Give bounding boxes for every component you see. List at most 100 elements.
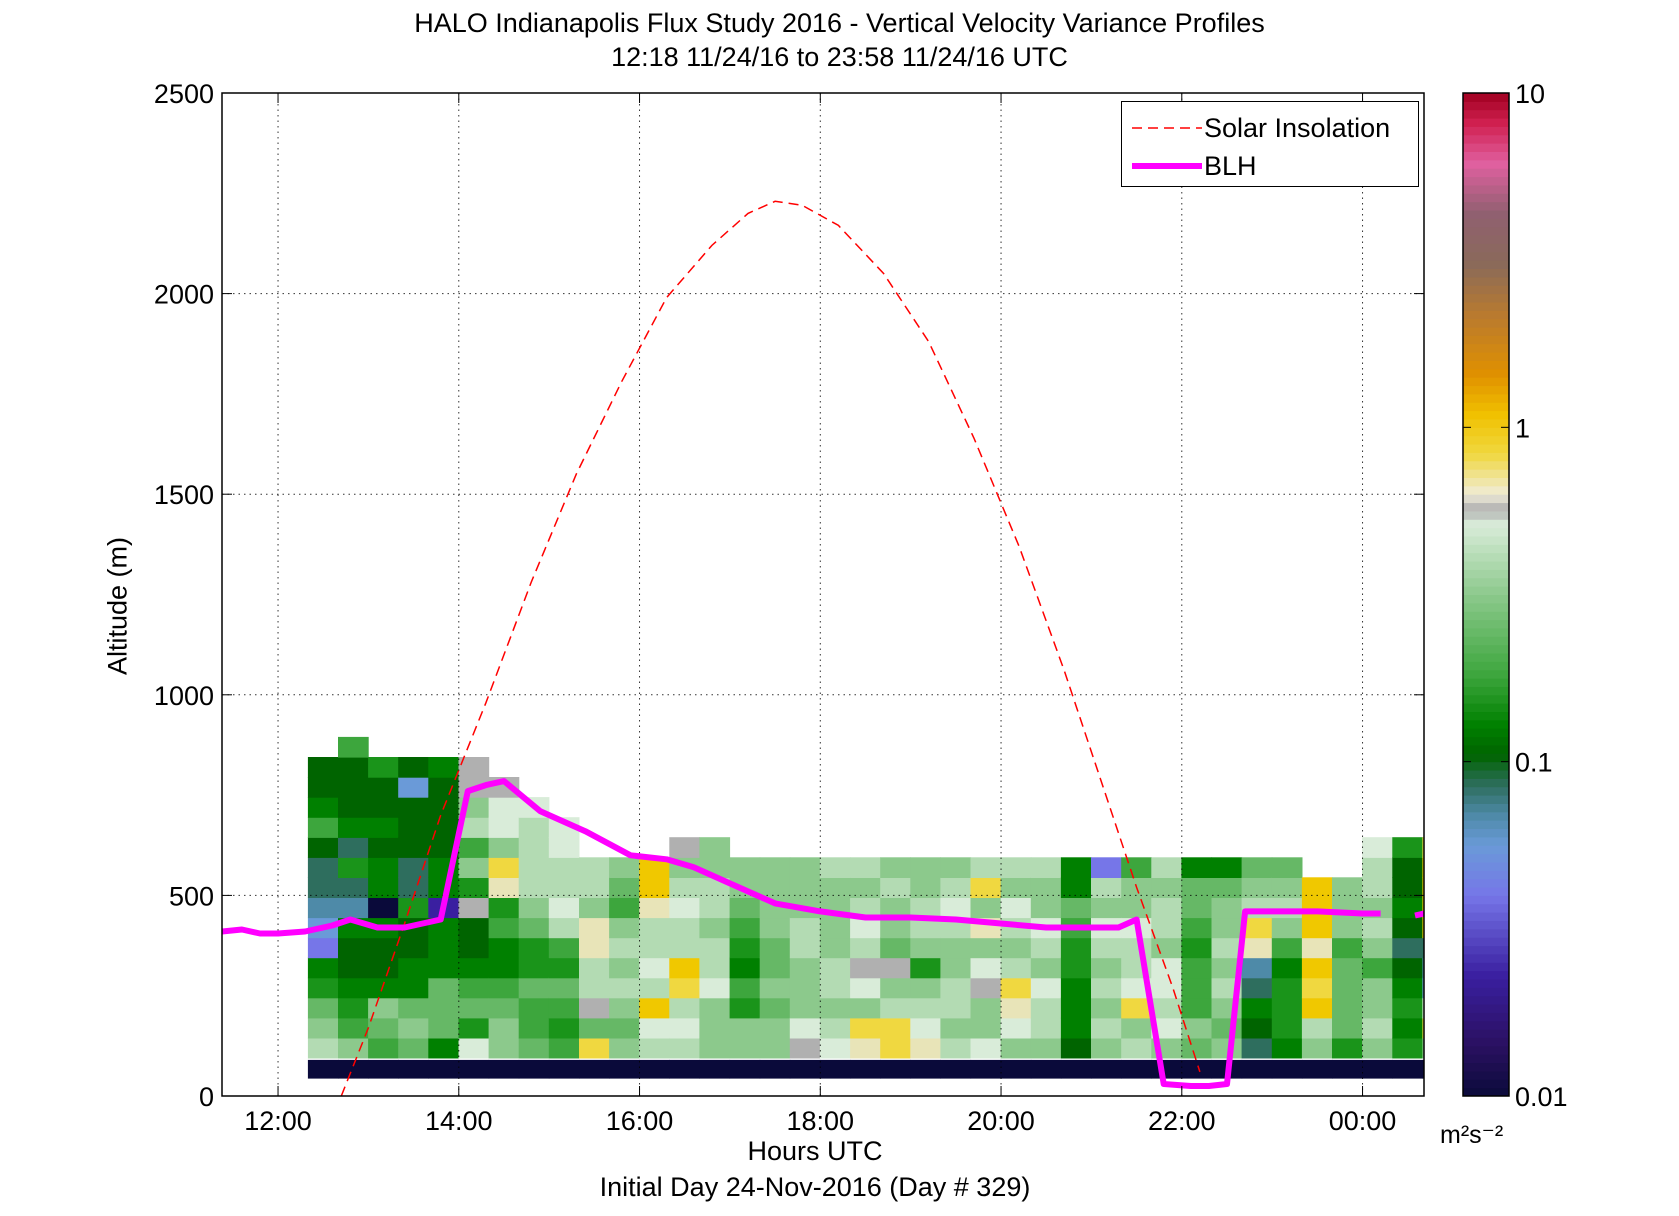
colorbar-band <box>1463 644 1509 654</box>
heatmap-cell <box>518 817 550 838</box>
heatmap-cell <box>1241 1037 1273 1059</box>
legend-item-blh: BLH <box>1122 148 1418 184</box>
heatmap-cell <box>1362 917 1393 939</box>
heatmap-cell <box>548 1017 580 1039</box>
heatmap-cell <box>880 1059 911 1079</box>
heatmap-cell <box>819 857 851 878</box>
heatmap-cell <box>579 1017 610 1039</box>
heatmap-cell <box>368 937 399 959</box>
heatmap-cell <box>1121 1017 1152 1039</box>
colorbar-band <box>1463 569 1509 579</box>
colorbar-band <box>1463 494 1509 504</box>
heatmap-cell <box>1392 837 1423 858</box>
colorbar-band <box>1463 912 1509 921</box>
heatmap-cell <box>1271 877 1303 898</box>
heatmap-cell <box>1392 977 1423 999</box>
heatmap-cell <box>970 1059 1002 1079</box>
heatmap-cell <box>338 777 369 798</box>
colorbar-band <box>1463 519 1509 529</box>
heatmap-cell <box>1332 1037 1363 1059</box>
x-tick-label: 20:00 <box>967 1106 1035 1136</box>
heatmap-cell <box>699 837 731 858</box>
heatmap-cell <box>1301 977 1333 999</box>
heatmap-cell <box>910 917 941 939</box>
heatmap-cell <box>1392 937 1423 959</box>
heatmap-cell <box>1392 1037 1423 1059</box>
heatmap-cell <box>1271 957 1303 979</box>
colorbar-band <box>1463 1004 1509 1013</box>
heatmap-cell <box>398 1037 429 1059</box>
colorbar-band <box>1463 485 1509 495</box>
heatmap-cell <box>669 997 700 1019</box>
heatmap-cell <box>338 1059 369 1079</box>
heatmap-cell <box>699 917 731 939</box>
heatmap-cell <box>1030 997 1062 1019</box>
heatmap-cell <box>579 857 610 878</box>
heatmap-cell <box>368 1017 399 1039</box>
heatmap-cell <box>548 897 580 919</box>
heatmap-cell <box>398 937 429 959</box>
heatmap-cell <box>1422 957 1424 979</box>
heatmap-cell <box>488 997 520 1019</box>
heatmap-cell <box>1392 1059 1423 1079</box>
heatmap-cell <box>1301 897 1333 919</box>
heatmap-cell <box>609 1037 640 1059</box>
heatmap-cell <box>1030 877 1062 898</box>
heatmap-cell <box>1211 857 1243 878</box>
heatmap-cell <box>518 1037 550 1059</box>
heatmap-cell <box>428 837 459 858</box>
colorbar-band <box>1463 1062 1509 1072</box>
heatmap-cell <box>910 997 941 1019</box>
heatmap-cell <box>639 857 670 878</box>
heatmap-cell <box>338 897 369 919</box>
heatmap-cell <box>338 1017 369 1039</box>
heatmap-cell <box>488 1059 520 1079</box>
heatmap-cell <box>307 817 339 838</box>
legend: Solar Insolation BLH <box>1121 101 1419 187</box>
heatmap-cell <box>1091 897 1122 919</box>
heatmap-cell <box>1060 1059 1092 1079</box>
heatmap-cell <box>910 897 941 919</box>
heatmap-cell <box>1030 1017 1062 1039</box>
heatmap-cell <box>579 917 610 939</box>
heatmap-cell <box>518 937 550 959</box>
heatmap-cell <box>1000 1017 1032 1039</box>
heatmap-cell <box>1362 877 1393 898</box>
colorbar-band <box>1463 744 1509 754</box>
heatmap-cell <box>1181 877 1213 898</box>
heatmap-cell <box>759 1037 791 1059</box>
heatmap-cell <box>428 757 459 778</box>
heatmap-cell <box>307 877 339 898</box>
heatmap-cell <box>910 1017 941 1039</box>
heatmap-cell <box>1211 957 1243 979</box>
heatmap-cell <box>910 957 941 979</box>
heatmap-cell <box>398 777 429 798</box>
heatmap-cell <box>1422 1037 1424 1059</box>
heatmap-cell <box>1091 997 1122 1019</box>
heatmap-cell <box>669 1059 700 1079</box>
heatmap-cell <box>548 957 580 979</box>
colorbar-band <box>1463 753 1509 763</box>
heatmap-cell <box>1301 1017 1333 1039</box>
heatmap-cell <box>458 817 490 838</box>
colorbar-band <box>1463 260 1509 270</box>
heatmap-cell <box>1030 1037 1062 1059</box>
heatmap-cell <box>1362 957 1393 979</box>
heatmap-cell <box>880 877 911 898</box>
colorbar-band <box>1463 352 1509 361</box>
heatmap-cell <box>398 977 429 999</box>
heatmap-cell <box>307 757 339 778</box>
heatmap-cell <box>1241 957 1273 979</box>
heatmap-cell <box>880 997 911 1019</box>
colorbar-band <box>1463 427 1509 437</box>
colorbar-band <box>1463 109 1509 119</box>
colorbar-band <box>1463 285 1509 295</box>
heatmap-cell <box>307 857 339 878</box>
colorbar-band <box>1463 510 1509 520</box>
heatmap-cell <box>819 977 851 999</box>
heatmap-cell <box>338 797 369 818</box>
heatmap-cell <box>1000 937 1032 959</box>
heatmap-cell <box>1392 877 1423 898</box>
heatmap-cell <box>910 1059 941 1079</box>
heatmap-cell <box>1422 857 1424 878</box>
